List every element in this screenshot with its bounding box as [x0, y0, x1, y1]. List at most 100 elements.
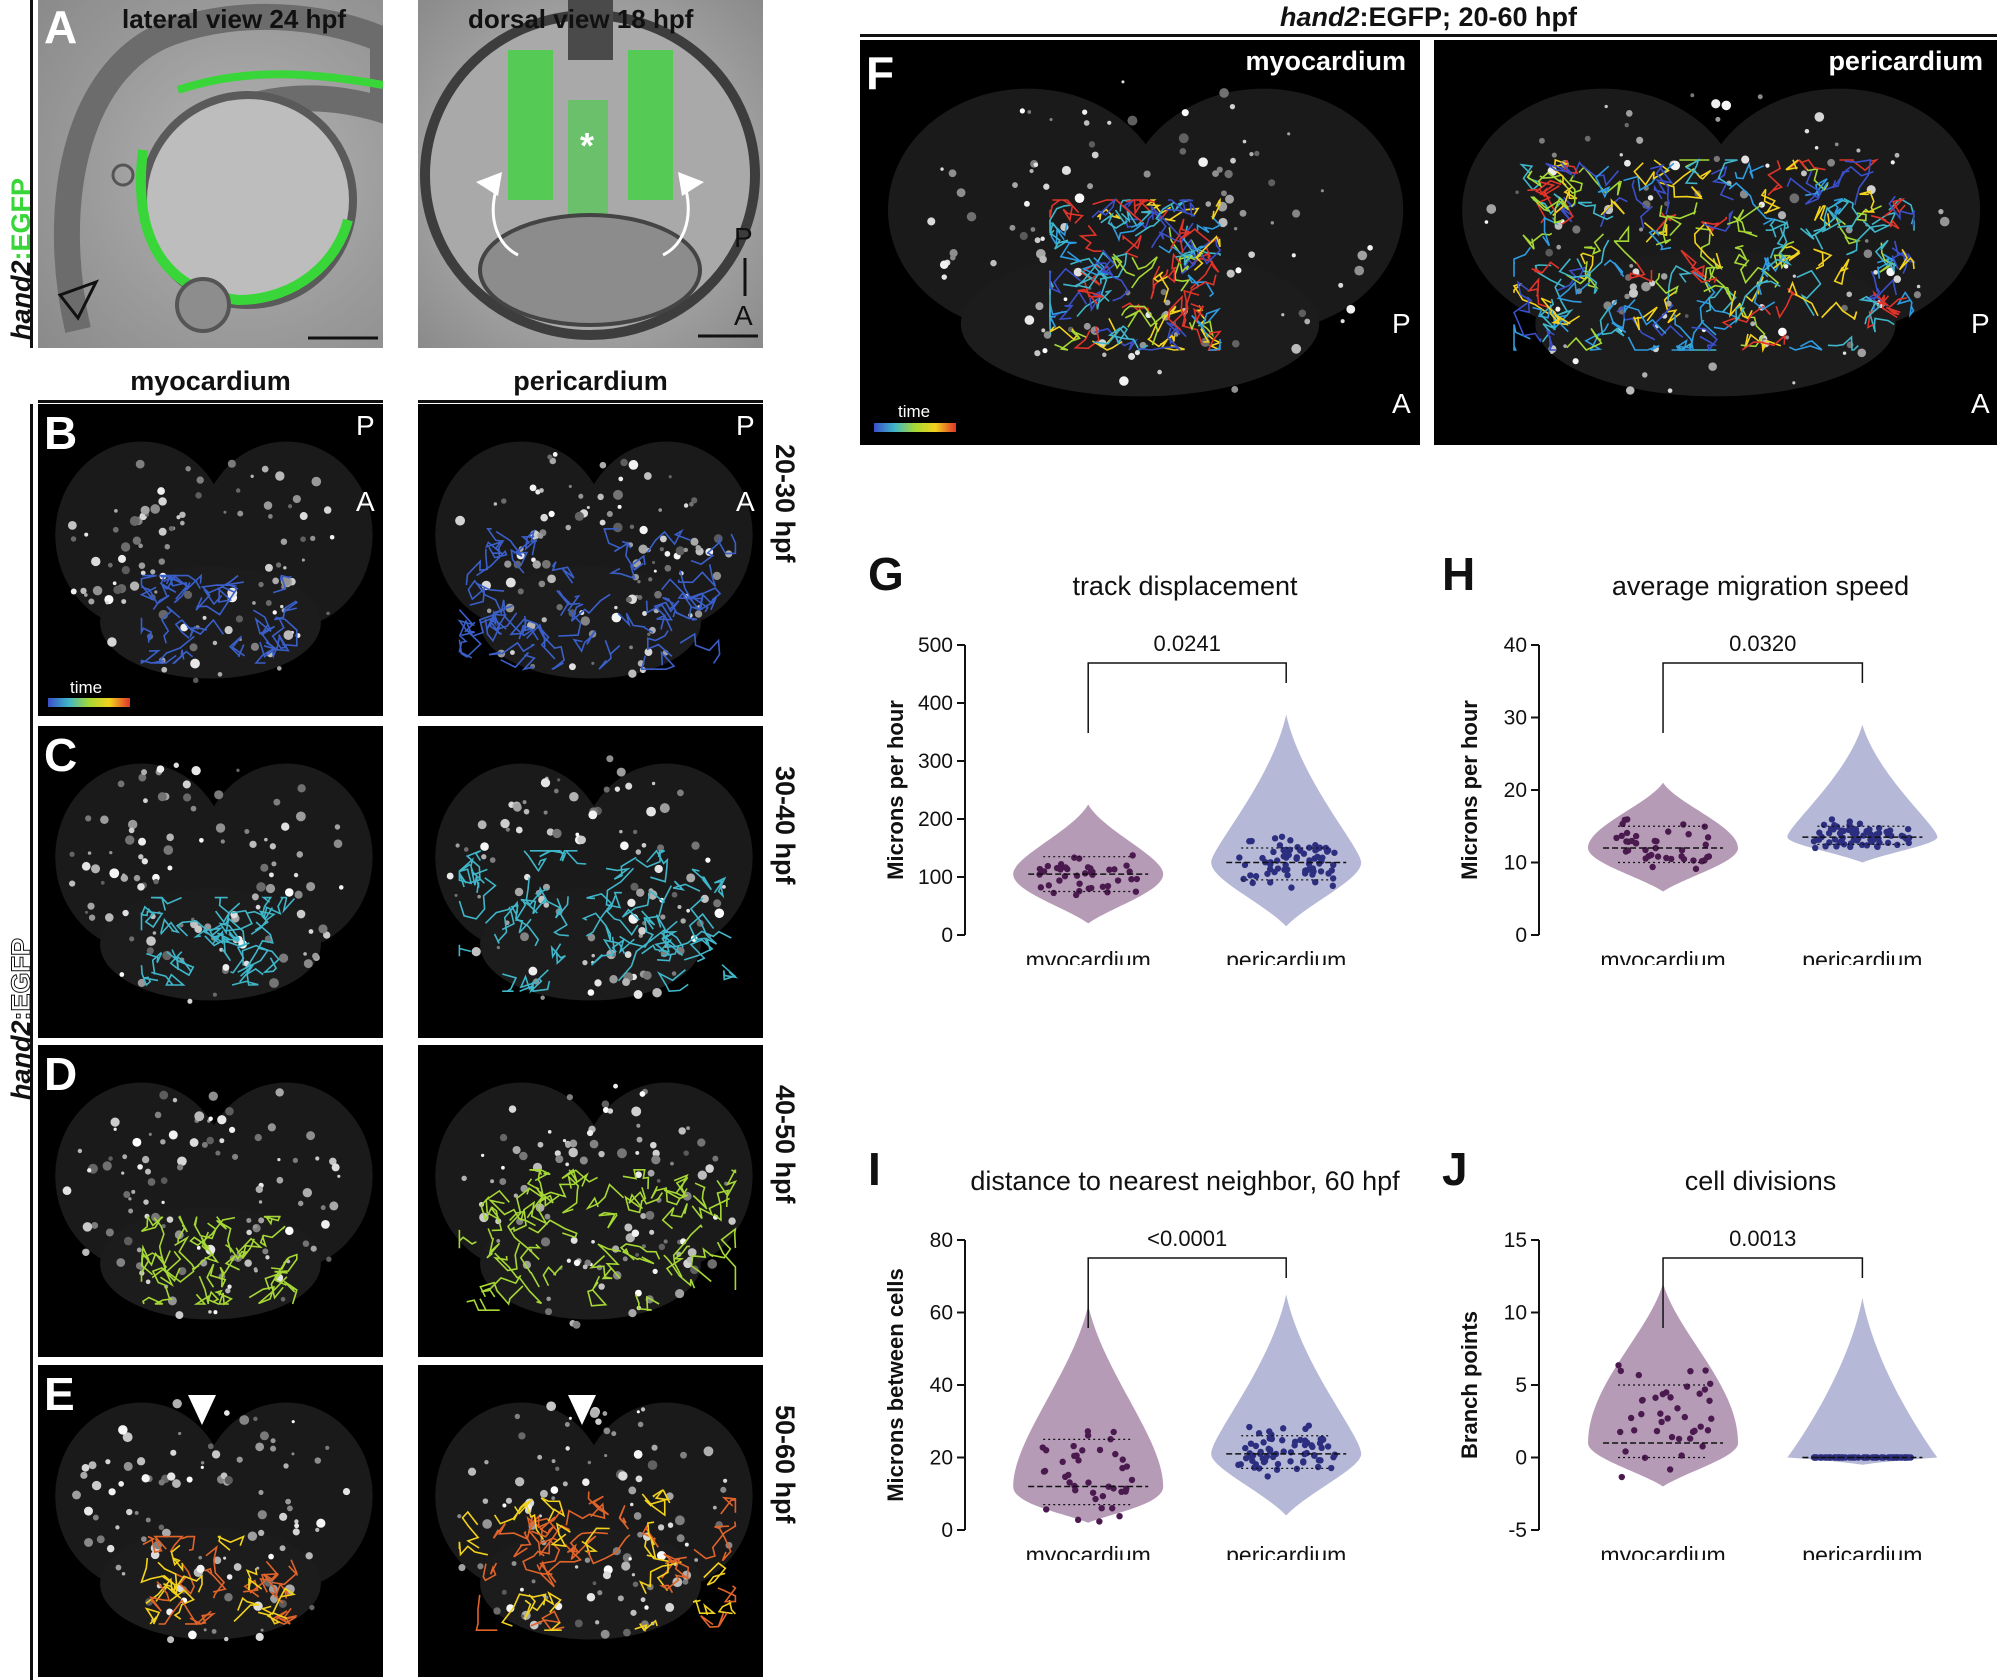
cell-track	[458, 857, 488, 884]
data-point	[1708, 1415, 1715, 1422]
data-point	[1850, 829, 1857, 836]
cell-track	[716, 1241, 737, 1290]
nucleus-dot	[125, 835, 135, 845]
nucleus-dot	[190, 658, 200, 669]
nucleus-dot	[1034, 350, 1041, 357]
nucleus-dot	[109, 868, 120, 879]
cell-track	[1058, 290, 1088, 321]
nucleus-dot	[138, 543, 143, 549]
data-point	[1324, 1443, 1332, 1450]
nucleus-dot	[629, 1502, 634, 1507]
nucleus-dot	[528, 966, 538, 976]
nucleus-dot	[502, 1503, 507, 1508]
nucleus-dot	[1178, 133, 1189, 144]
data-point	[1294, 843, 1301, 851]
cell-track	[254, 896, 273, 931]
nucleus-dot	[141, 1536, 147, 1542]
data-point	[1128, 876, 1135, 883]
axis-p-label: P	[356, 410, 375, 441]
nucleus-dot	[318, 924, 328, 934]
data-point	[1252, 1442, 1260, 1450]
nucleus-dot	[167, 865, 173, 871]
nucleus-dot	[119, 972, 125, 977]
nucleus-dot	[191, 917, 195, 921]
nucleus-dot	[541, 559, 551, 569]
nucleus-dot	[91, 556, 101, 567]
cell-track	[239, 964, 264, 983]
p-value-label: 0.0013	[1729, 1226, 1796, 1251]
cell-track	[529, 1509, 563, 1532]
nucleus-dot	[152, 931, 157, 935]
nucleus-dot	[131, 1189, 136, 1194]
nucleus-dot	[212, 640, 218, 646]
nucleus-dot	[285, 888, 294, 897]
data-point	[1312, 878, 1319, 886]
cell-track	[1765, 219, 1790, 231]
nucleus-dot	[250, 474, 254, 478]
nucleus-dot	[671, 891, 678, 898]
y-tick-label: 0	[1515, 924, 1527, 947]
data-point	[1704, 1427, 1712, 1434]
data-point	[1845, 826, 1853, 834]
cell-track	[1094, 327, 1139, 351]
cell-track	[686, 592, 717, 611]
cell-track	[624, 1187, 647, 1214]
data-point	[1652, 844, 1659, 852]
cell-track	[1666, 202, 1698, 237]
cell-track	[1896, 291, 1915, 318]
nucleus-dot	[1800, 170, 1807, 177]
nucleus-dot	[568, 1416, 572, 1420]
nucleus-dot	[265, 883, 276, 894]
nucleus-dot	[109, 851, 113, 855]
data-point	[1264, 1473, 1271, 1480]
nucleus-dot	[331, 1163, 340, 1172]
cell-track	[247, 905, 282, 918]
nucleus-dot	[1121, 80, 1125, 84]
cell-track	[690, 535, 721, 566]
cell-track	[608, 554, 646, 580]
y-tick-label: 40	[1504, 634, 1527, 657]
nucleus-dot	[180, 520, 185, 526]
data-point	[1252, 873, 1260, 880]
nucleus-dot	[584, 1259, 592, 1267]
nucleus-dot	[143, 1199, 149, 1205]
cell-track	[458, 944, 472, 957]
nucleus-dot	[175, 1311, 184, 1320]
nucleus-dot	[252, 1224, 258, 1229]
data-point	[1266, 1446, 1274, 1454]
nucleus-dot	[292, 1528, 300, 1536]
nucleus-dot	[675, 1288, 685, 1299]
nucleus-dot	[950, 254, 956, 261]
track-overlay	[435, 1395, 753, 1640]
nucleus-dot	[326, 611, 330, 616]
nucleus-dot	[1814, 112, 1825, 122]
nucleus-dot	[631, 1229, 640, 1238]
cell-track	[1844, 159, 1872, 205]
cell-track	[1767, 160, 1784, 196]
data-point	[1905, 1454, 1912, 1461]
nucleus-dot	[196, 1245, 201, 1250]
nucleus-dot	[1254, 150, 1260, 157]
axis-a-label: A	[734, 300, 753, 331]
nucleus-dot	[591, 1239, 595, 1244]
cell-track	[214, 1289, 234, 1306]
data-point	[1627, 1414, 1635, 1422]
data-point	[1271, 868, 1278, 876]
nucleus-dot	[151, 1212, 161, 1222]
x-tick-label: myocardium	[1600, 1542, 1725, 1560]
cell-track	[665, 1557, 690, 1580]
nucleus-dot	[280, 604, 284, 609]
nucleus-dot	[141, 858, 148, 865]
x-tick-label: pericardium	[1226, 947, 1346, 965]
nucleus-dot	[108, 1156, 113, 1161]
nucleus-dot	[1667, 388, 1673, 393]
nucleus-dot	[100, 880, 105, 885]
nucleus-dot	[185, 465, 191, 472]
cell-track	[458, 621, 482, 658]
cell-track	[1710, 165, 1734, 201]
nucleus-dot	[254, 1133, 262, 1142]
data-point	[1291, 1438, 1299, 1446]
nucleus-dot	[281, 822, 290, 831]
nucleus-dot	[326, 1256, 332, 1262]
nucleus-dot	[256, 882, 266, 892]
